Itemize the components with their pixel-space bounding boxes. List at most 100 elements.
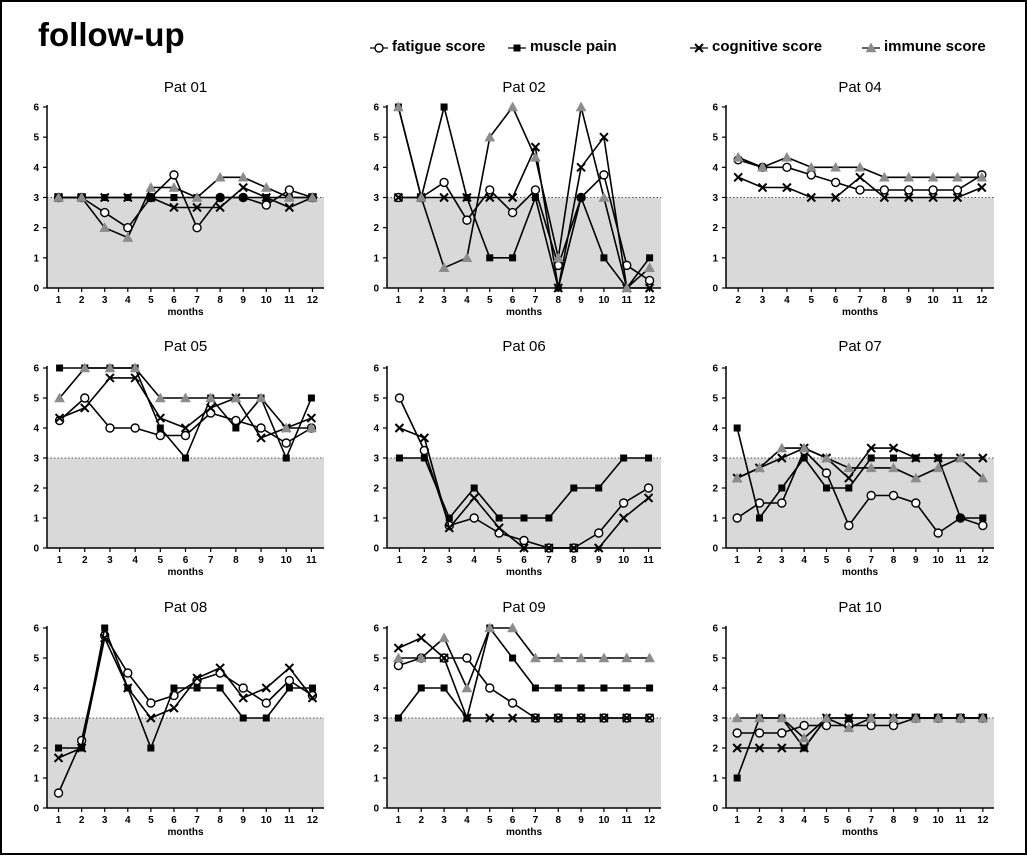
reference-band: [387, 718, 661, 808]
x-tick-label: 7: [533, 295, 539, 306]
data-point-cognitive-score: [444, 523, 454, 533]
data-point-cognitive-score: [169, 703, 179, 713]
data-point-immune-score: [952, 171, 963, 182]
data-point-muscle-pain: [395, 454, 403, 462]
data-point-fatigue-score: [439, 177, 449, 188]
data-point-immune-score: [977, 712, 989, 723]
panel-title: Pat 04: [838, 79, 881, 96]
data-point-fatigue-score: [618, 498, 629, 508]
data-point-muscle-pain: [156, 424, 164, 432]
data-point-immune-score: [798, 442, 810, 453]
data-point-immune-score: [575, 101, 587, 112]
y-tick-label: 4: [712, 424, 718, 435]
reference-band: [726, 197, 994, 288]
data-point-immune-score: [955, 452, 966, 463]
x-tick-label: 8: [882, 295, 888, 306]
data-point-muscle-pain: [646, 254, 654, 262]
data-point-immune-score: [731, 712, 743, 723]
data-point-immune-score: [757, 161, 768, 172]
data-point-muscle-pain: [756, 514, 763, 522]
reference-band: [47, 197, 324, 288]
y-tick-label: 5: [712, 394, 718, 405]
data-point-muscle-pain: [285, 684, 293, 692]
data-point-muscle-pain: [282, 454, 290, 462]
data-point-immune-score: [865, 712, 877, 723]
y-tick-label: 5: [33, 394, 39, 405]
x-tick-label: 2: [422, 555, 428, 566]
data-point-cognitive-score: [644, 713, 655, 723]
x-tick-label: 9: [913, 555, 919, 566]
data-point-immune-score: [552, 252, 564, 263]
data-point-cognitive-score: [419, 433, 430, 443]
data-point-cognitive-score: [80, 403, 90, 413]
data-point-cognitive-score: [806, 192, 816, 203]
data-point-muscle-pain: [440, 684, 448, 692]
data-point-fatigue-score: [155, 430, 166, 441]
x-tick-label: 9: [596, 555, 602, 566]
y-tick-label: 6: [712, 364, 718, 375]
x-tick-label: 10: [933, 815, 945, 826]
data-point-cognitive-score: [155, 413, 166, 423]
data-point-muscle-pain: [495, 514, 503, 522]
data-point-immune-score: [307, 191, 318, 202]
data-point-fatigue-score: [866, 720, 876, 731]
data-point-immune-score: [821, 712, 832, 723]
data-point-immune-score: [392, 101, 404, 112]
legend-symbol: [862, 42, 880, 53]
series-line-immune-score: [397, 106, 651, 289]
x-tick-label: 7: [857, 295, 863, 306]
data-point-immune-score: [214, 171, 226, 182]
x-tick-label: 11: [621, 815, 632, 826]
x-tick-label: 10: [928, 295, 940, 306]
x-tick-label: 1: [56, 815, 62, 826]
data-point-muscle-pain: [193, 684, 201, 692]
y-tick-label: 2: [712, 744, 718, 755]
data-point-cognitive-score: [643, 493, 654, 503]
y-tick-label: 3: [373, 454, 379, 465]
data-point-fatigue-score: [530, 185, 541, 195]
data-point-immune-score: [255, 392, 267, 403]
data-point-muscle-pain: [147, 744, 155, 752]
legend-label: cognitive score: [712, 38, 823, 55]
x-tick-label: 9: [578, 815, 584, 826]
data-point-immune-score: [910, 472, 922, 483]
data-point-immune-score: [888, 462, 899, 473]
data-point-cognitive-score: [53, 753, 64, 763]
x-tick-label: 4: [464, 815, 470, 826]
y-tick-label: 2: [33, 223, 39, 234]
x-tick-label: 2: [79, 295, 85, 306]
x-tick-label: 11: [955, 815, 966, 826]
x-tick-label: 4: [784, 295, 790, 306]
data-point-fatigue-score: [284, 675, 295, 686]
data-point-immune-score: [552, 652, 564, 663]
y-tick-label: 3: [33, 454, 39, 465]
x-tick-label: 4: [471, 555, 477, 566]
y-tick-label: 2: [373, 744, 379, 755]
data-point-fatigue-score: [261, 698, 271, 708]
data-point-fatigue-score: [192, 222, 202, 233]
data-point-muscle-pain: [620, 454, 628, 462]
x-tick-label: 12: [644, 815, 656, 826]
data-point-fatigue-score: [866, 490, 876, 501]
data-point-cognitive-score: [644, 283, 655, 293]
x-tick-label: 11: [952, 295, 963, 306]
x-tick-label: 5: [148, 295, 154, 306]
x-axis-label: months: [167, 827, 204, 838]
x-tick-label: 2: [757, 815, 763, 826]
y-tick-label: 1: [33, 253, 39, 264]
data-point-cognitive-score: [130, 373, 140, 383]
panel-pat-06: 0 1 2 3 4 5 6 1 2 3 4 5 6 7 8 9 10 11 months Pat 06: [373, 338, 661, 578]
data-point-muscle-pain: [600, 254, 608, 262]
panel-title: Pat 08: [164, 599, 207, 616]
x-tick-label: 6: [846, 555, 852, 566]
x-tick-label: 2: [82, 555, 88, 566]
y-tick-label: 0: [33, 284, 39, 295]
x-tick-label: 3: [760, 295, 766, 306]
x-tick-label: 12: [976, 295, 988, 306]
data-point-fatigue-score: [821, 468, 832, 478]
data-point-cognitive-score: [530, 713, 541, 723]
x-tick-label: 10: [261, 815, 273, 826]
data-point-cognitive-score: [485, 192, 495, 203]
data-point-cognitive-score: [215, 202, 225, 213]
x-tick-label: 1: [56, 295, 62, 306]
